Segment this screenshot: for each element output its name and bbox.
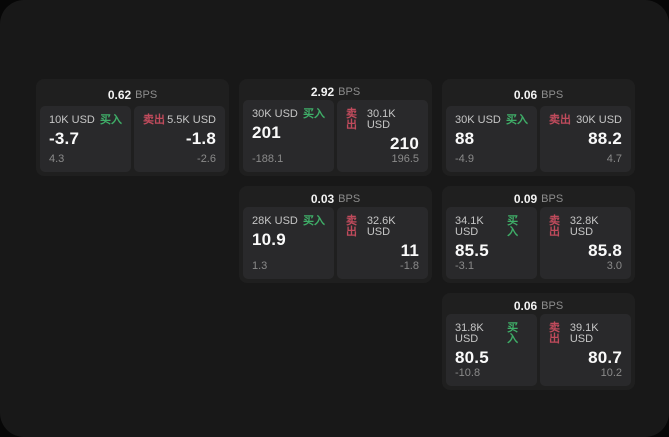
spread-unit: BPS <box>135 88 158 101</box>
buy-amount: 31.8K USD <box>455 322 484 346</box>
buy-change: -4.9 <box>455 153 474 165</box>
buy-side-label: 买入 <box>100 114 122 126</box>
sell-quote-tile[interactable]: 卖出 32.6K USD 11 -1.8 <box>337 207 428 279</box>
sell-change: 196.5 <box>391 153 419 165</box>
buy-amount: 30K USD <box>252 108 298 121</box>
sell-price: 80.7 <box>588 348 622 368</box>
quote-card: 0.06 BPS 31.8K USD 买入 80.5 -10.8 卖出 39.1… <box>442 293 635 390</box>
buy-quote-tile[interactable]: 34.1K USD 买入 85.5 -3.1 <box>446 207 537 279</box>
buy-change: -10.8 <box>455 367 481 379</box>
sell-change: -1.8 <box>400 260 419 272</box>
spread-unit: BPS <box>338 192 361 205</box>
buy-quote-tile[interactable]: 31.8K USD 买入 80.5 -10.8 <box>446 314 537 386</box>
spread-value: 0.06 <box>513 87 538 102</box>
buy-side-label: 买入 <box>303 215 325 228</box>
quote-panels: 31.8K USD 买入 80.5 -10.8 卖出 39.1K USD 80.… <box>446 314 631 386</box>
sell-amount: 5.5K USD <box>167 114 216 126</box>
sell-side-label: 卖出 <box>549 322 560 346</box>
sell-amount: 30.1K USD <box>366 108 396 132</box>
sell-quote-tile[interactable]: 卖出 30.1K USD 210 196.5 <box>337 100 428 172</box>
sell-side-label: 卖出 <box>346 108 357 132</box>
sell-quote-tile[interactable]: 卖出 5.5K USD -1.8 -2.6 <box>134 106 225 172</box>
quote-card: 2.92 BPS 30K USD 买入 201 -188.1 卖出 30.1K … <box>239 79 432 176</box>
spread-header: 0.06 BPS <box>446 297 631 314</box>
spread-header: 0.09 BPS <box>446 190 631 207</box>
spread-value: 0.09 <box>513 191 538 206</box>
quote-card: 0.62 BPS 10K USD 买入 -3.7 4.3 卖出 5.5K USD… <box>36 79 229 176</box>
buy-quote-tile[interactable]: 30K USD 买入 201 -188.1 <box>243 100 334 172</box>
spread-header: 0.06 BPS <box>446 83 631 106</box>
quote-panels: 34.1K USD 买入 85.5 -3.1 卖出 32.8K USD 85.8… <box>446 207 631 279</box>
quote-card: 0.09 BPS 34.1K USD 买入 85.5 -3.1 卖出 32.8K… <box>442 186 635 283</box>
buy-change: -188.1 <box>252 153 284 165</box>
sell-side-label: 卖出 <box>549 215 560 239</box>
sell-quote-tile[interactable]: 卖出 39.1K USD 80.7 10.2 <box>540 314 631 386</box>
quote-grid: 0.62 BPS 10K USD 买入 -3.7 4.3 卖出 5.5K USD… <box>36 79 635 390</box>
buy-side-label: 买入 <box>507 215 519 239</box>
buy-price: 85.5 <box>455 241 489 261</box>
spread-value: 0.06 <box>513 298 538 313</box>
buy-quote-tile[interactable]: 10K USD 买入 -3.7 4.3 <box>40 106 131 172</box>
sell-side-label: 卖出 <box>346 215 357 239</box>
buy-quote-tile[interactable]: 28K USD 买入 10.9 1.3 <box>243 207 334 279</box>
sell-quote-tile[interactable]: 卖出 32.8K USD 85.8 3.0 <box>540 207 631 279</box>
sell-side-label: 卖出 <box>549 114 571 126</box>
buy-price: -3.7 <box>49 129 80 148</box>
sell-amount: 32.8K USD <box>569 215 599 239</box>
buy-change: -3.1 <box>455 260 474 272</box>
buy-change: 1.3 <box>252 260 268 272</box>
sell-amount: 30K USD <box>576 114 622 126</box>
spread-header: 0.03 BPS <box>243 190 428 207</box>
quote-panels: 10K USD 买入 -3.7 4.3 卖出 5.5K USD -1.8 -2.… <box>40 106 225 172</box>
buy-price: 80.5 <box>455 348 489 368</box>
buy-change: 4.3 <box>49 153 65 165</box>
spread-unit: BPS <box>541 192 564 205</box>
buy-side-label: 买入 <box>507 322 519 346</box>
spread-header: 2.92 BPS <box>243 83 428 100</box>
buy-amount: 30K USD <box>455 114 501 126</box>
spread-value: 0.62 <box>107 87 132 102</box>
sell-price: -1.8 <box>185 129 216 148</box>
buy-price: 10.9 <box>252 230 286 250</box>
sell-quote-tile[interactable]: 卖出 30K USD 88.2 4.7 <box>540 106 631 172</box>
sell-side-label: 卖出 <box>143 114 165 126</box>
sell-price: 210 <box>390 134 419 154</box>
buy-side-label: 买入 <box>303 108 325 121</box>
buy-price: 201 <box>252 123 281 143</box>
buy-amount: 28K USD <box>252 215 298 228</box>
quote-panels: 28K USD 买入 10.9 1.3 卖出 32.6K USD 11 -1.8 <box>243 207 428 279</box>
sell-change: 4.7 <box>606 153 622 165</box>
sell-change: -2.6 <box>197 153 216 165</box>
sell-amount: 39.1K USD <box>569 322 599 346</box>
sell-amount: 32.6K USD <box>366 215 396 239</box>
sell-change: 3.0 <box>606 260 622 272</box>
buy-price: 88 <box>455 129 475 148</box>
spread-value: 2.92 <box>310 84 335 99</box>
sell-price: 88.2 <box>588 129 622 148</box>
sell-price: 11 <box>400 241 419 261</box>
spread-unit: BPS <box>541 299 564 312</box>
buy-amount: 34.1K USD <box>455 215 484 239</box>
spread-value: 0.03 <box>310 191 335 206</box>
quote-panels: 30K USD 买入 88 -4.9 卖出 30K USD 88.2 4.7 <box>446 106 631 172</box>
buy-quote-tile[interactable]: 30K USD 买入 88 -4.9 <box>446 106 537 172</box>
buy-amount: 10K USD <box>49 114 95 126</box>
spread-unit: BPS <box>338 85 361 98</box>
quote-panels: 30K USD 买入 201 -188.1 卖出 30.1K USD 210 1… <box>243 100 428 172</box>
quote-card: 0.06 BPS 30K USD 买入 88 -4.9 卖出 30K USD 8… <box>442 79 635 176</box>
spread-unit: BPS <box>541 88 564 101</box>
sell-price: 85.8 <box>588 241 622 261</box>
sell-change: 10.2 <box>600 367 622 379</box>
buy-side-label: 买入 <box>506 114 528 126</box>
quote-card: 0.03 BPS 28K USD 买入 10.9 1.3 卖出 32.6K US… <box>239 186 432 283</box>
spread-header: 0.62 BPS <box>40 83 225 106</box>
